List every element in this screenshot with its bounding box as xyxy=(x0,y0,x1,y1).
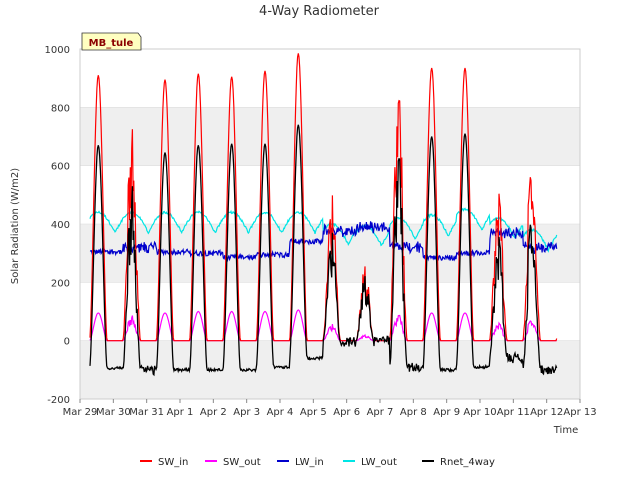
y-tick-label: 1000 xyxy=(45,45,70,56)
y-tick-label: 600 xyxy=(51,162,70,173)
x-tick-label: Apr 7 xyxy=(367,407,394,418)
x-axis-label: Time xyxy=(553,425,578,436)
legend-item-sw-out: SW_out xyxy=(205,457,261,468)
y-tick-label: 0 xyxy=(64,337,70,348)
x-tick-label: Mar 30 xyxy=(96,407,131,418)
grid-band xyxy=(80,107,580,166)
x-tick-label: Apr 6 xyxy=(333,407,360,418)
legend-label: LW_out xyxy=(361,457,397,468)
y-tick-label: -200 xyxy=(47,395,70,406)
x-tick-label: Apr 12 xyxy=(530,407,563,418)
x-tick-label: Apr 4 xyxy=(267,407,294,418)
legend-label: SW_in xyxy=(158,457,188,468)
site-tag-label: MB_tule xyxy=(89,38,134,49)
x-tick-label: Apr 1 xyxy=(167,407,194,418)
series-layer xyxy=(89,53,558,377)
legend-label: SW_out xyxy=(223,457,261,468)
x-tick-label: Apr 9 xyxy=(433,407,460,418)
chart-title: 4-Way Radiometer xyxy=(259,4,380,19)
x-tick-label: Apr 11 xyxy=(497,407,530,418)
site-tag: MB_tule xyxy=(81,32,142,51)
x-tick-label: Apr 8 xyxy=(400,407,427,418)
legend-label: LW_in xyxy=(295,457,324,468)
y-axis-label: Solar Radiation (W/m2) xyxy=(10,168,21,284)
x-tick-label: Apr 2 xyxy=(200,407,227,418)
y-tick-label: 200 xyxy=(51,278,70,289)
y-tick-label: 800 xyxy=(51,103,70,114)
x-tick-label: Apr 3 xyxy=(233,407,260,418)
grid-band xyxy=(80,340,580,399)
x-tick-label: Apr 13 xyxy=(563,407,596,418)
x-tick-label: Mar 29 xyxy=(63,407,98,418)
legend: SW_in SW_out LW_in LW_out Rnet_4way xyxy=(140,457,495,468)
plot-frame xyxy=(79,48,581,400)
x-tick-label: Mar 31 xyxy=(129,407,164,418)
legend-item-lw-out: LW_out xyxy=(343,457,397,468)
y-axis-ticks: -200 0 200 400 600 800 1000 xyxy=(45,45,70,406)
series-line-rnet-4way xyxy=(89,124,558,377)
y-tick-label: 400 xyxy=(51,220,70,231)
legend-item-rnet-4way: Rnet_4way xyxy=(422,457,495,468)
series-line-lw-in xyxy=(89,221,558,263)
series-line-sw-in xyxy=(89,53,558,342)
legend-item-lw-in: LW_in xyxy=(277,457,324,468)
x-tick-label: Apr 10 xyxy=(463,407,496,418)
legend-item-sw-in: SW_in xyxy=(140,457,188,468)
legend-label: Rnet_4way xyxy=(440,457,495,468)
x-tick-label: Apr 5 xyxy=(300,407,327,418)
